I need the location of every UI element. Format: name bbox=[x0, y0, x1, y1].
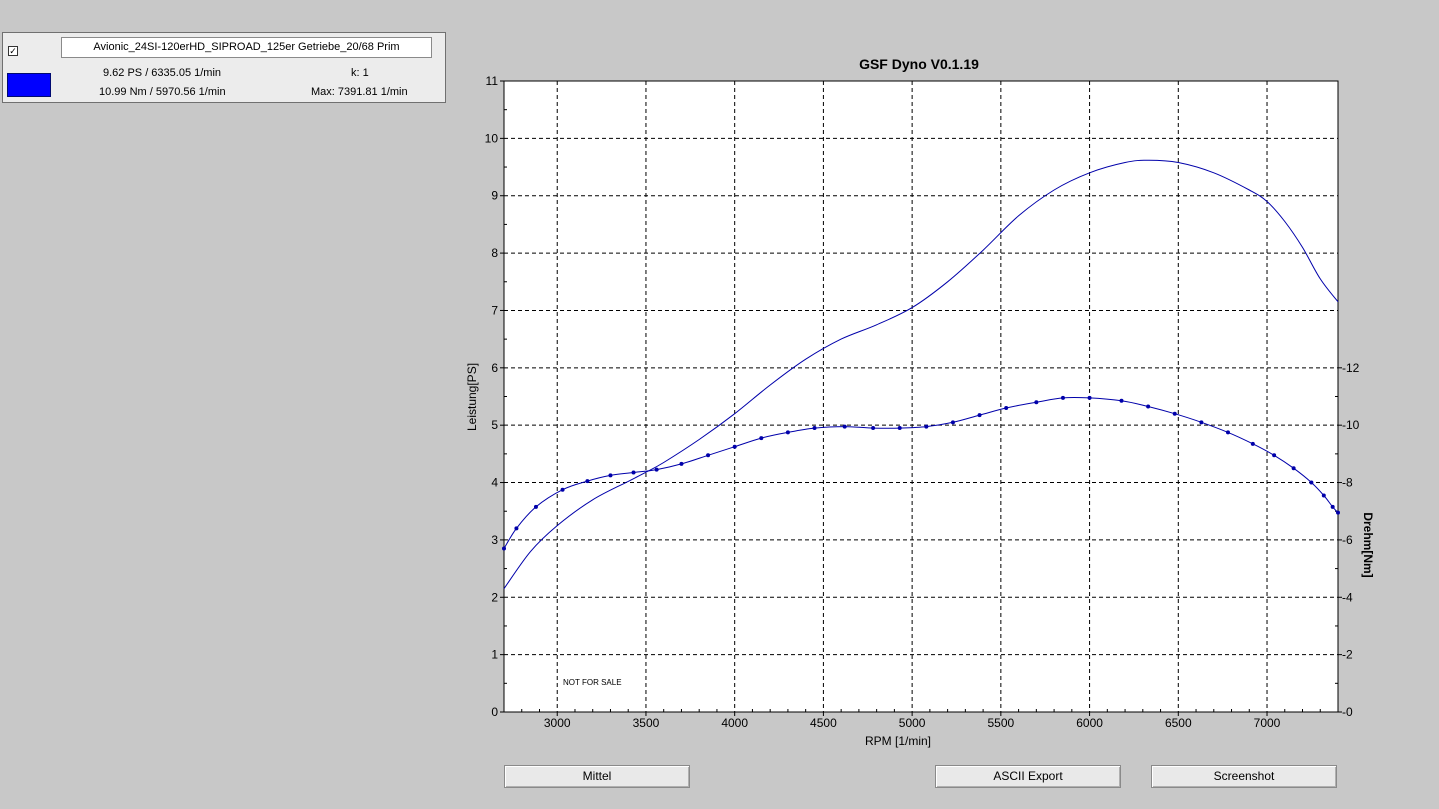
plot-frame bbox=[503, 80, 1339, 713]
x-tick-label: 3000 bbox=[544, 716, 571, 730]
torque-data-point bbox=[1119, 398, 1124, 403]
torque-data-point bbox=[1336, 510, 1340, 515]
y2-tick-label: -2 bbox=[1342, 648, 1353, 662]
y-tick-label: 4 bbox=[491, 476, 498, 490]
torque-data-point bbox=[871, 426, 876, 431]
y-tick-label: 10 bbox=[485, 131, 499, 145]
x-tick-label: 6500 bbox=[1165, 716, 1192, 730]
torque-data-point bbox=[706, 453, 711, 458]
y-tick-label: 11 bbox=[486, 74, 499, 88]
torque-data-point bbox=[759, 436, 764, 441]
x-tick-label: 7000 bbox=[1254, 716, 1281, 730]
torque-data-point bbox=[560, 487, 565, 492]
screenshot-button[interactable]: Screenshot bbox=[1151, 765, 1337, 788]
y2-tick-label: -4 bbox=[1342, 590, 1353, 604]
torque-data-point bbox=[1199, 420, 1204, 425]
grid-lines bbox=[504, 81, 1338, 712]
y-tick-label: 6 bbox=[491, 361, 498, 375]
torque-data-point bbox=[1309, 480, 1314, 485]
plot-area bbox=[504, 81, 1338, 712]
torque-data-point bbox=[1172, 411, 1177, 416]
torque-data-point bbox=[1146, 404, 1151, 409]
x-tick-label: 3500 bbox=[633, 716, 660, 730]
torque-data-point bbox=[1250, 441, 1255, 446]
torque-data-point bbox=[1004, 405, 1009, 410]
y2-tick-label: -12 bbox=[1342, 361, 1360, 375]
legend-panel: ✓ Avionic_24SI-120erHD_SIPROAD_125er Get… bbox=[2, 32, 446, 103]
torque-data-point bbox=[533, 504, 538, 509]
x-axis-label: RPM [1/min] bbox=[865, 734, 931, 748]
x-tick-label: 5500 bbox=[987, 716, 1014, 730]
torque-data-point bbox=[785, 430, 790, 435]
chart-title: GSF Dyno V0.1.19 bbox=[859, 56, 979, 72]
mittel-button[interactable]: Mittel bbox=[504, 765, 690, 788]
x-tick-label: 4500 bbox=[810, 716, 837, 730]
x-tick-label: 5000 bbox=[899, 716, 926, 730]
torque-data-point bbox=[679, 461, 684, 466]
torque-data-point bbox=[585, 479, 590, 484]
torque-data-point bbox=[1272, 453, 1277, 458]
power-curve bbox=[503, 159, 1339, 589]
torque-data-point bbox=[924, 424, 929, 429]
y2-tick-label: -0 bbox=[1342, 705, 1353, 719]
torque-data-point bbox=[897, 426, 902, 431]
max-rpm-label: Max: 7391.81 1/min bbox=[311, 86, 408, 98]
y2-tick-label: -10 bbox=[1342, 418, 1360, 432]
torque-data-point bbox=[1225, 430, 1230, 435]
y2-axis-label-torque: Drehm[Nm] bbox=[1361, 512, 1375, 577]
dyno-run-name-field[interactable]: Avionic_24SI-120erHD_SIPROAD_125er Getri… bbox=[61, 37, 432, 58]
torque-data-point bbox=[950, 420, 955, 425]
torque-data-point bbox=[608, 473, 613, 478]
watermark-text: NOT FOR SALE bbox=[563, 678, 622, 687]
y-tick-label: 1 bbox=[491, 648, 498, 662]
y-tick-label: 5 bbox=[491, 418, 498, 432]
tick-labels: 3000 3500 4000 4500 5000 5500 6000 6500 7000 0 1 2 3… bbox=[485, 74, 1360, 730]
y-tick-label: 2 bbox=[491, 590, 498, 604]
y-tick-label: 8 bbox=[491, 246, 498, 260]
torque-peak-label: 10.99 Nm / 5970.56 1/min bbox=[99, 86, 226, 98]
torque-data-point bbox=[977, 413, 982, 418]
torque-data-point bbox=[842, 424, 847, 429]
torque-data-point bbox=[1060, 395, 1065, 400]
series-visible-checkbox[interactable]: ✓ bbox=[8, 46, 18, 56]
torque-data-point bbox=[812, 426, 817, 431]
torque-data-point bbox=[502, 546, 506, 551]
y-tick-label: 0 bbox=[491, 705, 498, 719]
x-tick-label: 6000 bbox=[1076, 716, 1103, 730]
y2-tick-label: -8 bbox=[1342, 476, 1353, 490]
torque-data-point bbox=[631, 470, 636, 475]
torque-data-point bbox=[1087, 395, 1092, 400]
y-tick-label: 3 bbox=[491, 533, 498, 547]
y2-tick-label: -6 bbox=[1342, 533, 1353, 547]
k-factor-label: k: 1 bbox=[351, 67, 369, 79]
torque-data-point bbox=[732, 444, 737, 449]
torque-data-point bbox=[1034, 400, 1039, 405]
y-tick-label: 7 bbox=[491, 303, 498, 317]
torque-data-point bbox=[514, 526, 519, 531]
torque-data-point bbox=[1321, 493, 1326, 498]
x-tick-label: 4000 bbox=[721, 716, 748, 730]
torque-data-point bbox=[1330, 504, 1335, 509]
ascii-export-button[interactable]: ASCII Export bbox=[935, 765, 1121, 788]
y-axis-label-power: Leistung[PS] bbox=[465, 363, 479, 431]
torque-data-point bbox=[1291, 466, 1296, 471]
series-layer bbox=[502, 159, 1340, 589]
torque-data-point bbox=[654, 467, 659, 472]
power-peak-label: 9.62 PS / 6335.05 1/min bbox=[103, 67, 222, 79]
series-color-swatch[interactable] bbox=[7, 73, 51, 97]
y-tick-label: 9 bbox=[491, 189, 498, 203]
